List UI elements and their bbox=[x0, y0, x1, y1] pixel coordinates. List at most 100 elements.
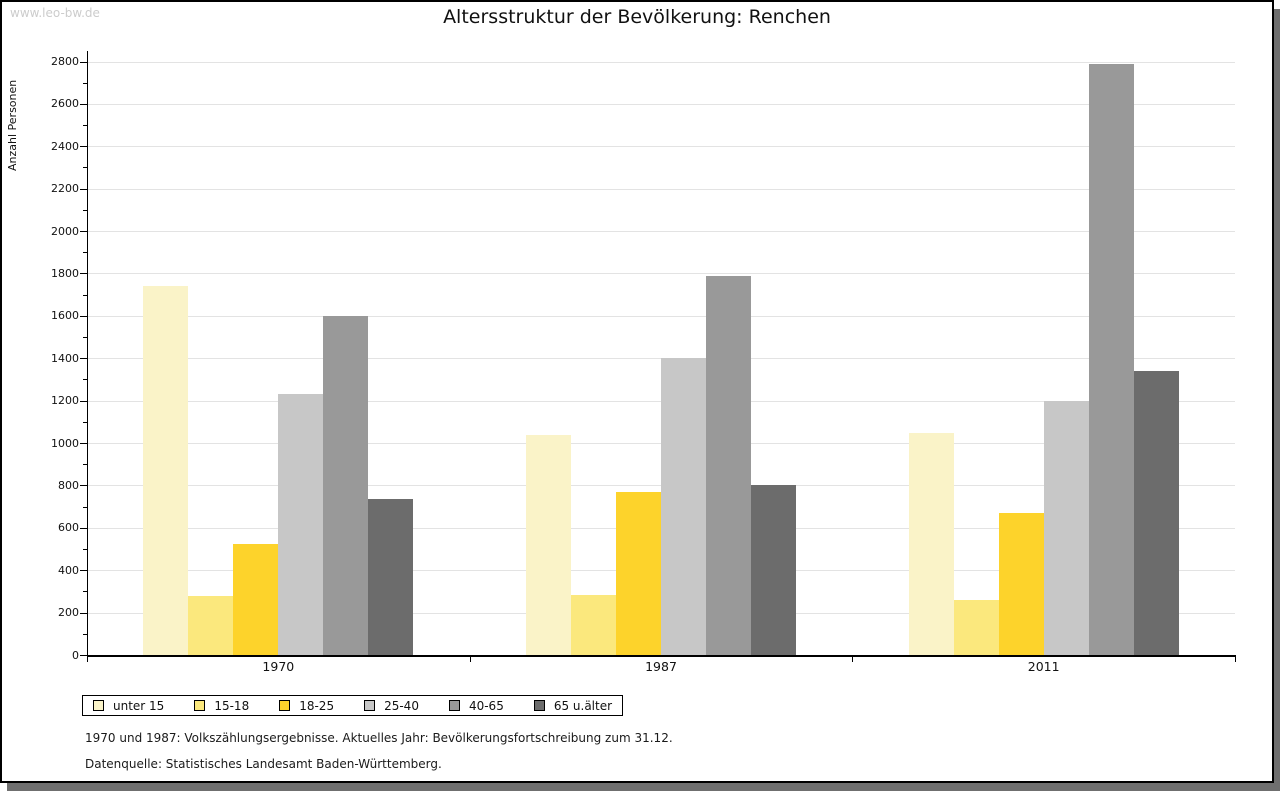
bar bbox=[751, 485, 796, 655]
y-tick bbox=[80, 315, 87, 317]
y-minor-tick bbox=[83, 167, 87, 169]
legend-label: 65 u.älter bbox=[553, 698, 613, 713]
y-tick bbox=[80, 188, 87, 190]
page-title: Altersstruktur der Bevölkerung: Renchen bbox=[443, 6, 831, 28]
y-minor-tick bbox=[83, 82, 87, 84]
legend-swatch bbox=[279, 700, 291, 711]
bar bbox=[706, 275, 751, 655]
y-minor-tick bbox=[83, 591, 87, 593]
y-tick-label: 2000 bbox=[51, 224, 79, 238]
legend-label: 15-18 bbox=[214, 698, 250, 713]
bar bbox=[188, 595, 234, 655]
bar bbox=[278, 394, 324, 655]
legend-swatch bbox=[364, 700, 376, 711]
y-tick bbox=[80, 485, 87, 487]
y-tick-label: 200 bbox=[58, 606, 79, 620]
bar bbox=[998, 512, 1044, 655]
bar bbox=[143, 286, 189, 655]
y-tick bbox=[80, 273, 87, 275]
legend-swatch bbox=[194, 700, 206, 711]
y-tick-label: 1600 bbox=[51, 309, 79, 323]
legend-label: 25-40 bbox=[384, 698, 419, 713]
legend-label: 40-65 bbox=[468, 698, 504, 713]
bar bbox=[233, 543, 279, 655]
y-axis bbox=[87, 51, 88, 655]
y-minor-tick bbox=[83, 549, 87, 551]
y-minor-tick bbox=[83, 506, 87, 508]
y-tick-label: 600 bbox=[58, 521, 79, 535]
legend: unter 15 15-18 18-25 25-40 40-65 65 u.älter bbox=[82, 695, 624, 716]
gridline bbox=[87, 231, 1235, 233]
y-tick-label: 0 bbox=[72, 648, 79, 662]
watermark: www.leo-bw.de bbox=[10, 6, 100, 20]
y-tick-label: 2600 bbox=[51, 97, 79, 111]
y-minor-tick bbox=[83, 209, 87, 211]
y-minor-tick bbox=[83, 294, 87, 296]
y-tick-label: 1800 bbox=[51, 266, 79, 280]
y-minor-tick bbox=[83, 337, 87, 339]
y-minor-tick bbox=[83, 125, 87, 127]
y-tick-label: 1400 bbox=[51, 351, 79, 365]
y-tick-label: 2400 bbox=[51, 139, 79, 153]
y-tick bbox=[80, 146, 87, 148]
y-tick bbox=[80, 103, 87, 105]
bar bbox=[1043, 400, 1089, 655]
x-category-label: 2011 bbox=[1027, 659, 1060, 674]
y-tick bbox=[80, 527, 87, 529]
x-axis bbox=[87, 655, 1236, 657]
y-minor-tick bbox=[83, 252, 87, 254]
y-tick bbox=[80, 655, 87, 656]
legend-item: 65 u.älter bbox=[533, 698, 613, 713]
y-minor-tick bbox=[83, 464, 87, 466]
gridline bbox=[87, 273, 1235, 275]
y-minor-tick bbox=[83, 421, 87, 423]
bar bbox=[908, 433, 954, 655]
legend-swatch bbox=[93, 700, 104, 711]
y-minor-tick bbox=[83, 379, 87, 381]
legend-label: 18-25 bbox=[299, 698, 335, 713]
legend-item: unter 15 bbox=[93, 699, 164, 713]
gridline bbox=[87, 188, 1235, 190]
x-category-label: 1970 bbox=[262, 659, 295, 674]
y-axis-label: Anzahl Personen bbox=[6, 79, 19, 171]
x-tick bbox=[469, 657, 471, 662]
legend-item: 40-65 bbox=[448, 698, 504, 713]
y-minor-tick bbox=[83, 633, 87, 635]
y-tick bbox=[80, 570, 87, 572]
footer-note: 1970 und 1987: Volkszählungsergebnisse. … bbox=[85, 731, 673, 745]
gridline bbox=[87, 103, 1235, 105]
gridline bbox=[87, 61, 1235, 63]
y-tick bbox=[80, 443, 87, 445]
data-source-note: Datenquelle: Statistisches Landesamt Bad… bbox=[85, 757, 442, 771]
bar bbox=[526, 434, 571, 655]
bar bbox=[571, 594, 616, 655]
y-tick bbox=[80, 400, 87, 402]
y-tick-label: 1200 bbox=[51, 394, 79, 408]
y-tick-label: 400 bbox=[58, 563, 79, 577]
bar bbox=[1133, 370, 1179, 655]
gridline bbox=[87, 315, 1235, 317]
bar bbox=[368, 499, 414, 655]
x-category-label: 1987 bbox=[645, 659, 677, 674]
x-tick bbox=[852, 657, 854, 662]
legend-swatch bbox=[448, 700, 460, 711]
y-tick-label: 1000 bbox=[51, 436, 79, 450]
x-tick bbox=[1235, 657, 1236, 662]
y-tick-label: 800 bbox=[58, 478, 79, 492]
legend-item: 25-40 bbox=[364, 699, 419, 713]
legend-item: 15-18 bbox=[194, 699, 249, 713]
legend-swatch bbox=[533, 700, 545, 711]
x-tick bbox=[87, 657, 88, 662]
y-tick bbox=[80, 612, 87, 614]
bar bbox=[661, 358, 706, 655]
bar bbox=[953, 599, 999, 655]
bar bbox=[1088, 63, 1134, 655]
y-tick-label: 2200 bbox=[51, 182, 79, 196]
legend-item: 18-25 bbox=[279, 699, 334, 713]
y-tick bbox=[80, 231, 87, 233]
legend-label: unter 15 bbox=[113, 698, 165, 713]
y-tick bbox=[80, 358, 87, 360]
y-tick bbox=[80, 61, 87, 63]
y-tick-label: 2800 bbox=[51, 55, 79, 68]
